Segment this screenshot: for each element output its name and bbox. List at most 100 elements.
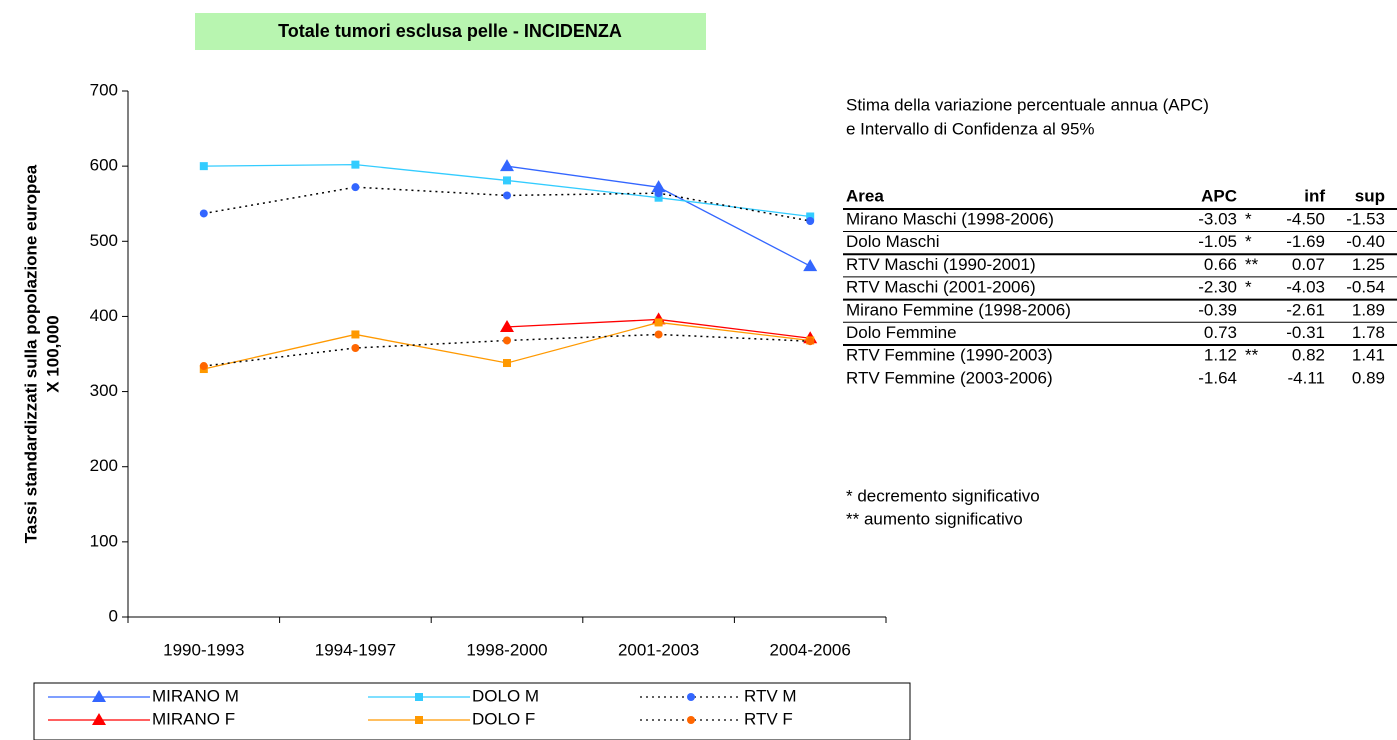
table-header: Area	[846, 186, 884, 205]
y-axis-label: X 100,000	[43, 315, 62, 393]
data-point	[503, 359, 511, 368]
note: ** aumento significativo	[846, 509, 1023, 528]
table-cell: 0.66	[1204, 255, 1237, 274]
table-cell: 1.78	[1352, 323, 1385, 342]
y-tick-label: 400	[90, 306, 118, 325]
data-point	[806, 212, 815, 221]
table-cell: -0.40	[1346, 232, 1385, 251]
table-cell: -4.11	[1288, 368, 1326, 387]
table-header: sup	[1355, 186, 1385, 205]
title-background	[195, 13, 706, 50]
table-cell: -3.03	[1198, 209, 1237, 228]
x-tick-label: 2001-2003	[618, 640, 699, 659]
data-point	[500, 159, 514, 172]
legend-marker	[92, 690, 106, 702]
legend-label: MIRANO F	[152, 709, 235, 728]
table-cell: *	[1245, 232, 1252, 251]
table-cell: -0.39	[1198, 300, 1237, 319]
table-cell: -4.50	[1286, 209, 1325, 228]
table-cell: -1.69	[1286, 232, 1325, 251]
table-cell: 1.12	[1204, 346, 1237, 365]
table-cell: -0.54	[1346, 278, 1385, 297]
table-cell: RTV Femmine (2003-2006)	[846, 368, 1053, 387]
table-cell: Dolo Maschi	[846, 232, 940, 251]
x-tick-label: 1994-1997	[315, 640, 396, 659]
table-cell: 1.89	[1352, 300, 1385, 319]
data-point	[351, 160, 360, 169]
y-tick-label: 700	[90, 80, 118, 99]
table-cell: Mirano Femmine (1998-2006)	[846, 300, 1071, 319]
table-cell: **	[1245, 346, 1259, 365]
table-cell: RTV Maschi (2001-2006)	[846, 278, 1036, 297]
legend-marker	[687, 693, 695, 701]
legend-label: MIRANO M	[152, 686, 239, 705]
legend-marker	[415, 693, 423, 701]
y-tick-label: 200	[90, 456, 118, 475]
y-tick-label: 300	[90, 381, 118, 400]
x-tick-label: 1990-1993	[163, 640, 244, 659]
legend-marker	[415, 716, 423, 724]
data-point	[803, 259, 818, 272]
data-point	[654, 189, 663, 198]
data-point	[654, 193, 663, 202]
table-cell: -0.31	[1286, 323, 1325, 342]
table-cell: -1.64	[1198, 368, 1237, 387]
intro-text: e Intervallo di Confidenza al 95%	[846, 119, 1095, 138]
data-point	[500, 319, 514, 332]
table-cell: RTV Femmine (1990-2003)	[846, 346, 1053, 365]
table-cell: 0.73	[1204, 323, 1237, 342]
table-cell: 0.82	[1292, 346, 1325, 365]
table-cell: 0.07	[1292, 255, 1325, 274]
table-cell: Dolo Femmine	[846, 323, 957, 342]
y-tick-label: 600	[90, 156, 118, 175]
legend-label: DOLO M	[472, 686, 539, 705]
data-point	[351, 183, 360, 192]
table-header: APC	[1201, 186, 1237, 205]
data-point	[199, 162, 208, 171]
y-axis-label: Tassi standardizzati sulla popolazione e…	[21, 164, 40, 543]
table-cell: -1.53	[1346, 209, 1385, 228]
data-point	[199, 362, 208, 371]
table-cell: Mirano Maschi (1998-2006)	[846, 209, 1054, 228]
x-tick-label: 1998-2000	[466, 640, 547, 659]
table-header: inf	[1304, 186, 1325, 205]
data-point	[351, 330, 360, 339]
table-cell: *	[1245, 209, 1252, 228]
series-line	[203, 163, 811, 218]
data-point	[503, 191, 511, 200]
table-cell: *	[1245, 278, 1252, 297]
data-point	[199, 209, 208, 218]
data-point	[654, 330, 663, 339]
legend-marker	[92, 713, 106, 725]
legend-box	[33, 682, 911, 740]
table-cell: RTV Maschi (1990-2001)	[846, 255, 1036, 274]
legend-marker	[687, 716, 695, 724]
table-cell: -2.61	[1286, 300, 1325, 319]
table-cell: 0.89	[1352, 368, 1385, 387]
legend-label: DOLO F	[472, 709, 535, 728]
data-point	[503, 336, 511, 345]
chart-title: Totale tumori esclusa pelle - INCIDENZA	[278, 21, 622, 41]
data-point	[806, 216, 815, 225]
table-cell: -1.05	[1198, 232, 1237, 251]
intro-text: Stima della variazione percentuale annua…	[846, 95, 1209, 114]
y-tick-label: 500	[90, 231, 118, 250]
data-point	[503, 176, 511, 185]
legend-label: RTV M	[744, 686, 797, 705]
table-cell: -4.03	[1286, 278, 1325, 297]
legend-label: RTV F	[744, 709, 793, 728]
data-point	[654, 318, 663, 327]
x-tick-label: 2004-2006	[770, 640, 851, 659]
data-point	[351, 343, 360, 352]
table-cell: -2.30	[1198, 278, 1237, 297]
table-cell: 1.25	[1352, 255, 1385, 274]
y-tick-label: 100	[90, 531, 118, 550]
data-point	[651, 180, 666, 193]
data-point	[806, 337, 815, 346]
series-line	[203, 186, 811, 222]
note: * decremento significativo	[846, 486, 1040, 505]
table-cell: 1.41	[1352, 346, 1385, 365]
y-tick-label: 0	[109, 606, 118, 625]
table-cell: **	[1245, 255, 1259, 274]
